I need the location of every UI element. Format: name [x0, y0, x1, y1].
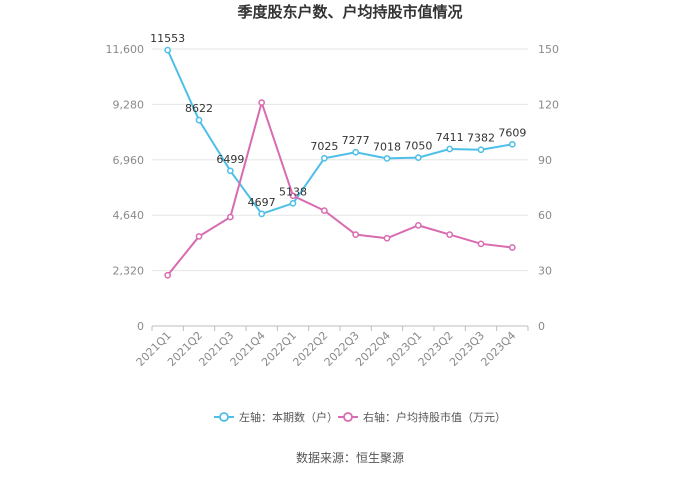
series-1-point	[352, 148, 360, 156]
legend-label: 左轴：本期数（户）	[239, 410, 338, 424]
series-line-1	[166, 49, 513, 216]
data-label: 8622	[185, 102, 213, 115]
series-2-point	[383, 234, 391, 242]
series-2-point	[195, 233, 203, 240]
series-1-point	[289, 199, 297, 207]
right-axis-tick-label: 0	[538, 320, 545, 333]
data-label: 7277	[342, 134, 370, 147]
grid-layer	[152, 48, 528, 272]
left-axis-tick-label: 4,640	[113, 209, 145, 222]
right-axis-tick-label: 120	[538, 98, 559, 111]
series-2-point	[414, 222, 422, 229]
series-1-point	[320, 154, 328, 162]
series-1-point	[164, 46, 172, 54]
series-line-2	[166, 99, 513, 276]
series-layer	[164, 46, 516, 279]
right-axis-tick-label: 30	[538, 265, 552, 278]
chart-title: 季度股东户数、户均持股市值情况	[237, 3, 462, 21]
legend-swatch-marker	[343, 412, 353, 422]
data-label: 7382	[467, 132, 495, 145]
data-label: 7018	[373, 140, 401, 153]
series-2-point	[508, 244, 516, 251]
series-2-point	[164, 271, 172, 279]
series-1-point	[414, 154, 422, 162]
series-2-point	[226, 213, 234, 221]
series-1-point	[446, 145, 454, 153]
data-label: 7609	[498, 126, 526, 139]
series-2-point	[446, 231, 454, 238]
series-1-point	[508, 140, 516, 148]
data-label: 11553	[150, 32, 185, 45]
right-axis-tick-label: 90	[538, 154, 552, 167]
data-label: 7050	[404, 140, 432, 153]
data-label: 7025	[310, 140, 338, 153]
series-2-point	[320, 207, 328, 214]
series-1-point	[226, 167, 234, 175]
series-2-point	[477, 240, 485, 248]
left-axis-tick-label: 0	[137, 320, 144, 333]
source-note: 数据来源：恒生聚源	[296, 450, 404, 465]
series-2-point	[258, 99, 266, 106]
series-1-point	[258, 210, 266, 218]
legend-label: 右轴：户均持股市值（万元）	[363, 410, 506, 424]
x-axis-tick-label: 2023Q4	[478, 329, 518, 369]
data-label: 5138	[279, 185, 307, 198]
left-axis-tick-label: 6,960	[113, 154, 145, 167]
legend-swatch-marker	[219, 412, 229, 422]
data-label: 6499	[216, 153, 244, 166]
legend: 左轴：本期数（户） 右轴：户均持股市值（万元）	[214, 410, 506, 424]
right-axis-tick-label: 150	[538, 43, 559, 56]
data-label: 4697	[248, 196, 276, 209]
axis-layer: 0 2,320 4,640 6,960 9,280 11,600 0 30 60 90 120 150…	[106, 43, 560, 369]
series-2-point	[289, 192, 297, 200]
left-axis-tick-label: 2,320	[113, 265, 145, 278]
left-axis-tick-label: 11,600	[106, 43, 145, 56]
series-1-point	[383, 155, 391, 162]
left-axis-tick-label: 9,280	[113, 98, 145, 111]
series-2-point	[352, 231, 360, 238]
data-label: 7411	[436, 131, 464, 144]
series-1-point	[477, 146, 485, 154]
right-axis-tick-label: 60	[538, 209, 552, 222]
series-1-point	[195, 116, 203, 124]
